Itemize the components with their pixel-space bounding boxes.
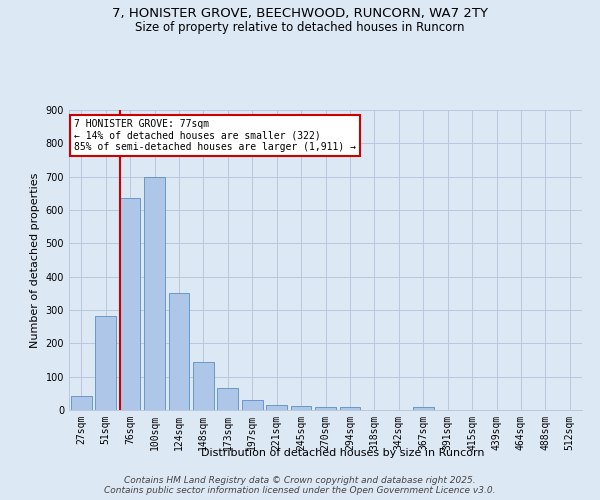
Bar — [193, 362, 214, 410]
Text: Size of property relative to detached houses in Runcorn: Size of property relative to detached ho… — [135, 21, 465, 34]
Bar — [413, 408, 434, 410]
Bar — [119, 198, 140, 410]
Y-axis label: Number of detached properties: Number of detached properties — [30, 172, 40, 348]
Bar — [217, 388, 238, 410]
Text: 7 HONISTER GROVE: 77sqm
← 14% of detached houses are smaller (322)
85% of semi-d: 7 HONISTER GROVE: 77sqm ← 14% of detache… — [74, 119, 356, 152]
Bar — [169, 294, 190, 410]
Bar — [95, 316, 116, 410]
Text: Distribution of detached houses by size in Runcorn: Distribution of detached houses by size … — [202, 448, 485, 458]
Bar — [266, 404, 287, 410]
Bar — [340, 406, 361, 410]
Bar — [242, 400, 263, 410]
Bar — [290, 406, 311, 410]
Bar — [315, 406, 336, 410]
Bar — [71, 396, 92, 410]
Bar — [144, 176, 165, 410]
Text: 7, HONISTER GROVE, BEECHWOOD, RUNCORN, WA7 2TY: 7, HONISTER GROVE, BEECHWOOD, RUNCORN, W… — [112, 8, 488, 20]
Text: Contains HM Land Registry data © Crown copyright and database right 2025.
Contai: Contains HM Land Registry data © Crown c… — [104, 476, 496, 495]
